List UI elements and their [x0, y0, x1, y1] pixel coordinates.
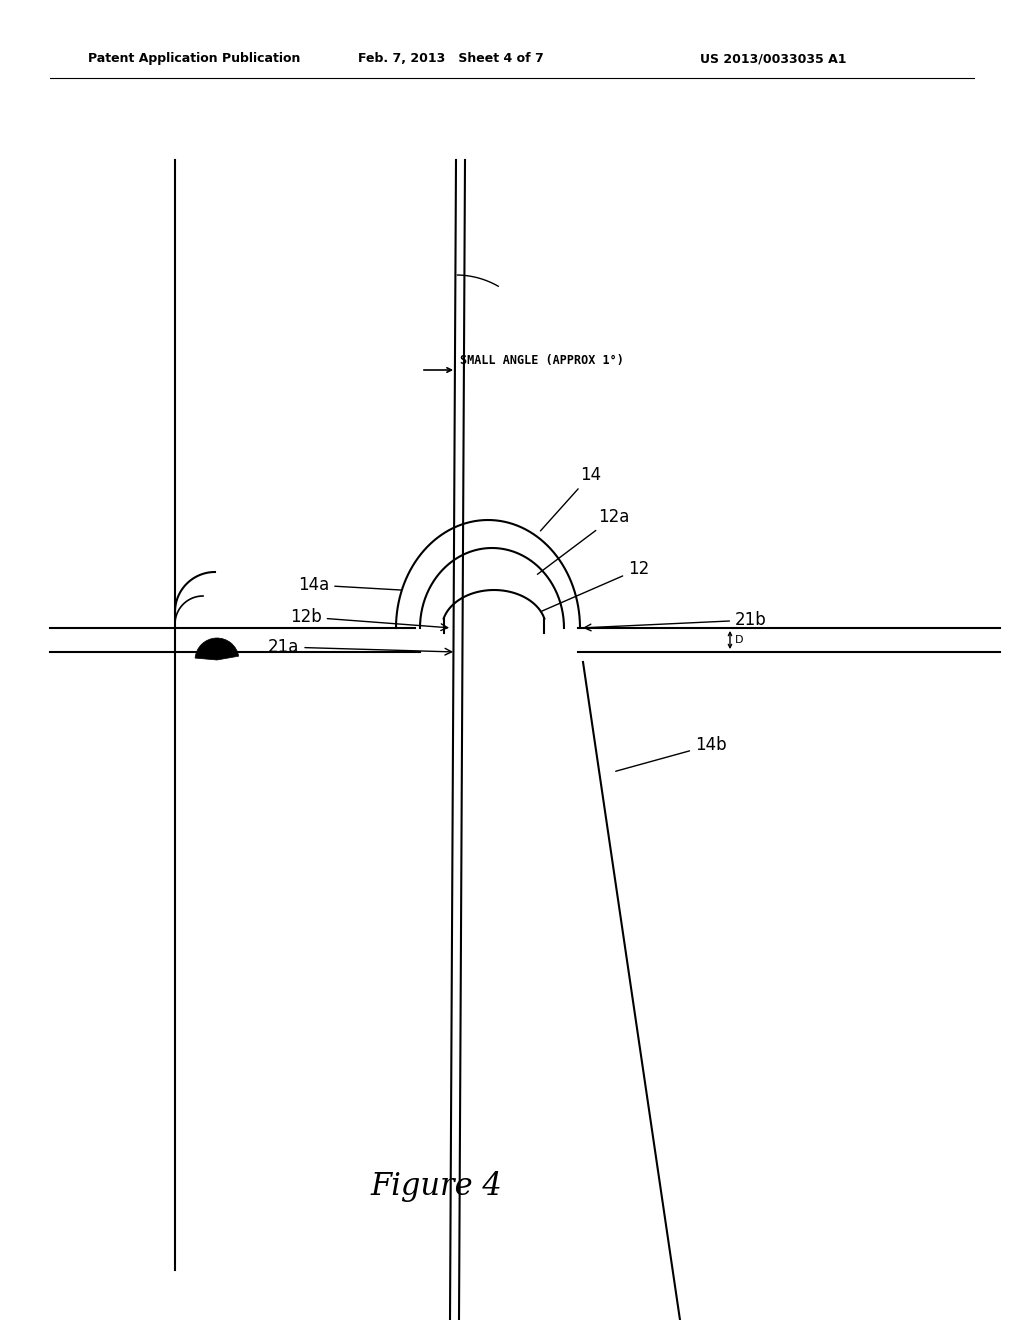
- Text: 14b: 14b: [615, 737, 727, 771]
- Text: SMALL ANGLE (APPROX 1°): SMALL ANGLE (APPROX 1°): [460, 354, 624, 367]
- Text: 14a: 14a: [298, 576, 401, 594]
- Text: 21b: 21b: [585, 611, 767, 631]
- Text: Patent Application Publication: Patent Application Publication: [88, 51, 300, 65]
- Text: 14: 14: [541, 466, 601, 531]
- Text: Feb. 7, 2013   Sheet 4 of 7: Feb. 7, 2013 Sheet 4 of 7: [358, 51, 544, 65]
- Text: US 2013/0033035 A1: US 2013/0033035 A1: [700, 51, 847, 65]
- Text: 12b: 12b: [290, 609, 447, 631]
- Text: 12: 12: [541, 560, 649, 611]
- Text: 21a: 21a: [268, 638, 452, 656]
- Text: 12a: 12a: [538, 508, 630, 574]
- Text: D: D: [735, 635, 743, 645]
- Wedge shape: [196, 638, 239, 660]
- Text: Figure 4: Figure 4: [370, 1171, 502, 1203]
